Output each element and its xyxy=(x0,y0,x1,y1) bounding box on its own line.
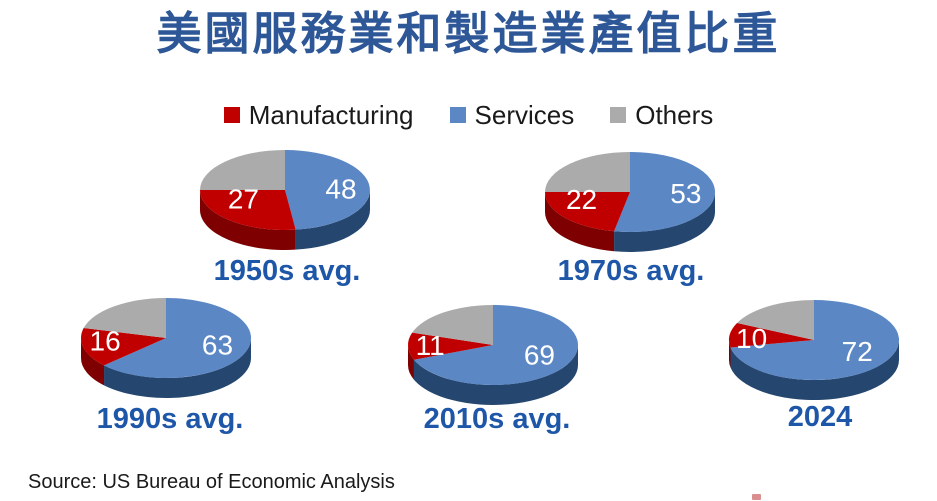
pie-slice-others xyxy=(200,150,285,190)
pie-side-manufacturing xyxy=(408,345,414,380)
pie-caption-1990s: 1990s avg. xyxy=(96,403,244,435)
pie-slice-others xyxy=(83,298,166,338)
legend-item-manufacturing: Manufacturing xyxy=(223,100,414,130)
pie-2024: 72 10 xyxy=(729,300,900,400)
manufacturing-swatch-icon xyxy=(223,107,240,123)
slice-value-manufacturing: 27 xyxy=(228,184,259,215)
pie-side-manufacturing xyxy=(81,338,105,386)
pie-slice-services xyxy=(285,150,370,230)
pie-slice-manufacturing xyxy=(545,192,630,232)
pie-caption-2024: 2024 xyxy=(787,401,853,433)
pie-side-services xyxy=(730,340,899,400)
pie-1990s-avg: 63 16 xyxy=(80,298,252,398)
slice-value-manufacturing: 22 xyxy=(566,184,597,215)
pie-slice-manufacturing xyxy=(408,332,493,360)
slice-value-services: 63 xyxy=(202,330,233,361)
source-text: Source: US Bureau of Economic Analysis xyxy=(28,471,395,493)
legend-label-manufacturing: Manufacturing xyxy=(248,100,414,130)
pie-slice-manufacturing xyxy=(80,328,166,366)
legend-item-others: Others xyxy=(610,102,713,128)
legend-label-services: Services xyxy=(474,100,575,130)
pie-caption-1950s: 1950s avg. xyxy=(213,255,361,287)
pie-2010s-avg: 69 11 xyxy=(408,305,579,405)
slice-value-manufacturing: 16 xyxy=(90,325,121,356)
pie-side-manufacturing xyxy=(545,192,615,252)
slice-value-manufacturing: 10 xyxy=(736,323,767,354)
pie-side-services xyxy=(614,192,715,252)
services-swatch-icon xyxy=(449,107,466,123)
pie-side-services xyxy=(413,345,578,405)
pie-slice-others xyxy=(412,305,493,345)
pie-slice-others xyxy=(737,300,814,340)
others-swatch-icon xyxy=(610,107,627,123)
pie-slice-manufacturing xyxy=(200,190,296,230)
legend-item-services: Services xyxy=(449,100,575,130)
pie-side-manufacturing xyxy=(200,190,296,250)
slice-value-services: 69 xyxy=(524,340,555,371)
pie-slice-others xyxy=(545,152,630,192)
slice-value-manufacturing: 11 xyxy=(416,330,445,361)
pie-1950s-avg: 48 27 xyxy=(200,150,370,250)
pie-slice-manufacturing xyxy=(729,322,814,348)
watermark-fragment xyxy=(752,494,761,500)
slice-value-services: 48 xyxy=(325,173,356,204)
pie-caption-2010s: 2010s avg. xyxy=(423,403,571,435)
pie-caption-1970s: 1970s avg. xyxy=(557,255,705,287)
pie-side-services xyxy=(295,190,370,250)
legend: Manufacturing Services Others xyxy=(0,96,937,134)
pie-slice-services xyxy=(104,298,252,378)
slice-value-services: 72 xyxy=(842,336,873,367)
slice-value-services: 53 xyxy=(670,178,701,209)
chart-title: 美國服務業和製造業產值比重 xyxy=(156,8,781,59)
pie-slice-services xyxy=(413,305,579,385)
pie-slice-services xyxy=(614,152,716,232)
pie-side-services xyxy=(104,338,251,398)
pie-slice-services xyxy=(730,300,900,380)
pie-side-manufacturing xyxy=(729,340,731,368)
pie-1970s-avg: 53 22 xyxy=(545,152,716,252)
legend-label-others: Others xyxy=(635,100,714,130)
